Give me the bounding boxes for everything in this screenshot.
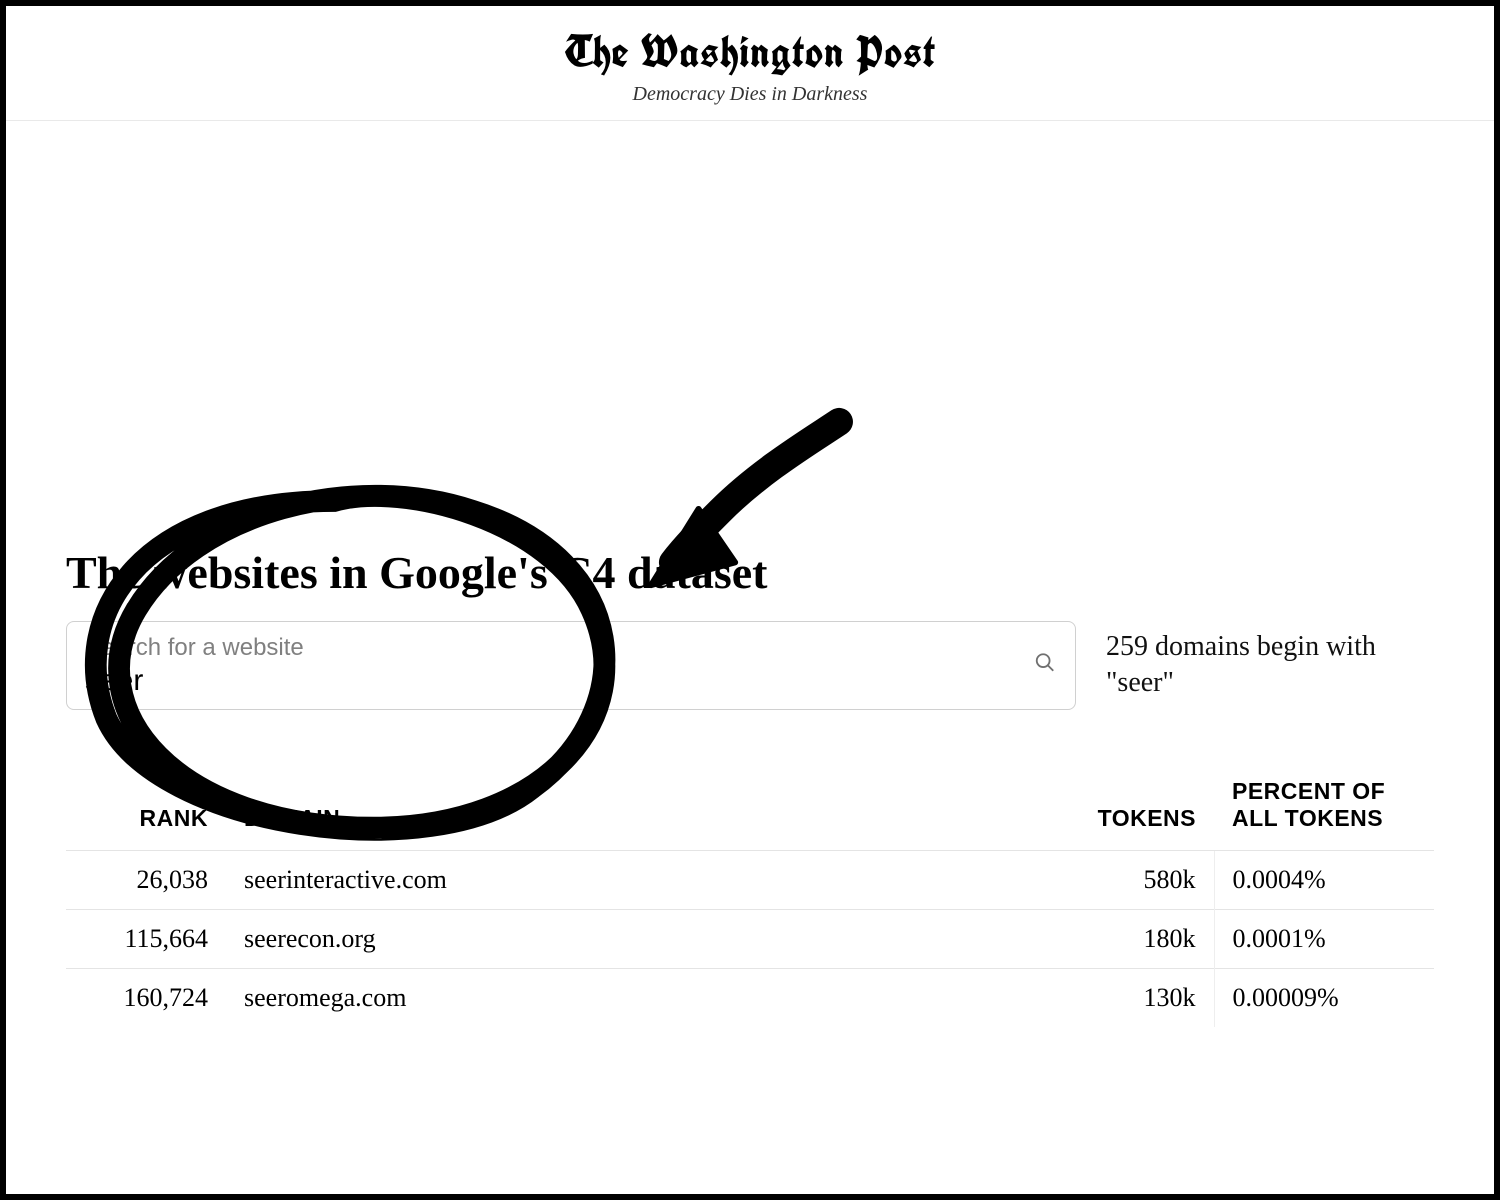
page-headline: The websites in Google's C4 dataset — [66, 546, 1434, 599]
table-row: 115,664 seerecon.org 180k 0.0001% — [66, 909, 1434, 968]
cell-rank: 160,724 — [66, 968, 226, 1027]
table-row: 160,724 seeromega.com 130k 0.00009% — [66, 968, 1434, 1027]
search-row: Search for a website 259 domains begin w… — [66, 621, 1434, 710]
search-placeholder-label: Search for a website — [85, 632, 1023, 664]
masthead-title: The Washington Post — [6, 24, 1494, 81]
table-header-row: RANK DOMAIN TOKENS PERCENT OF ALL TOKENS — [66, 768, 1434, 851]
col-header-rank[interactable]: RANK — [66, 768, 226, 851]
page-frame: The Washington Post Democracy Dies in Da… — [0, 0, 1500, 1200]
search-input[interactable] — [85, 664, 1023, 699]
cell-tokens: 180k — [1064, 909, 1214, 968]
search-icon[interactable] — [1034, 652, 1056, 679]
cell-domain[interactable]: seeromega.com — [226, 968, 1064, 1027]
col-header-tokens[interactable]: TOKENS — [1064, 768, 1214, 851]
search-container: Search for a website — [66, 621, 1076, 710]
cell-rank: 115,664 — [66, 909, 226, 968]
results-table-wrap: RANK DOMAIN TOKENS PERCENT OF ALL TOKENS… — [66, 768, 1434, 1027]
result-summary: 259 domains begin with "seer" — [1106, 629, 1434, 702]
cell-tokens: 130k — [1064, 968, 1214, 1027]
cell-rank: 26,038 — [66, 850, 226, 909]
cell-percent: 0.0004% — [1214, 850, 1434, 909]
cell-tokens: 580k — [1064, 850, 1214, 909]
cell-domain[interactable]: seerinteractive.com — [226, 850, 1064, 909]
table-row: 26,038 seerinteractive.com 580k 0.0004% — [66, 850, 1434, 909]
col-header-domain[interactable]: DOMAIN — [226, 768, 1064, 851]
masthead-tagline: Democracy Dies in Darkness — [6, 83, 1494, 106]
main-content: The websites in Google's C4 dataset Sear… — [6, 121, 1494, 1027]
cell-domain[interactable]: seerecon.org — [226, 909, 1064, 968]
cell-percent: 0.0001% — [1214, 909, 1434, 968]
search-box[interactable]: Search for a website — [66, 621, 1076, 710]
ad-spacer — [66, 121, 1434, 546]
col-header-percent[interactable]: PERCENT OF ALL TOKENS — [1214, 768, 1434, 851]
cell-percent: 0.00009% — [1214, 968, 1434, 1027]
results-table: RANK DOMAIN TOKENS PERCENT OF ALL TOKENS… — [66, 768, 1434, 1027]
masthead: The Washington Post Democracy Dies in Da… — [6, 6, 1494, 121]
